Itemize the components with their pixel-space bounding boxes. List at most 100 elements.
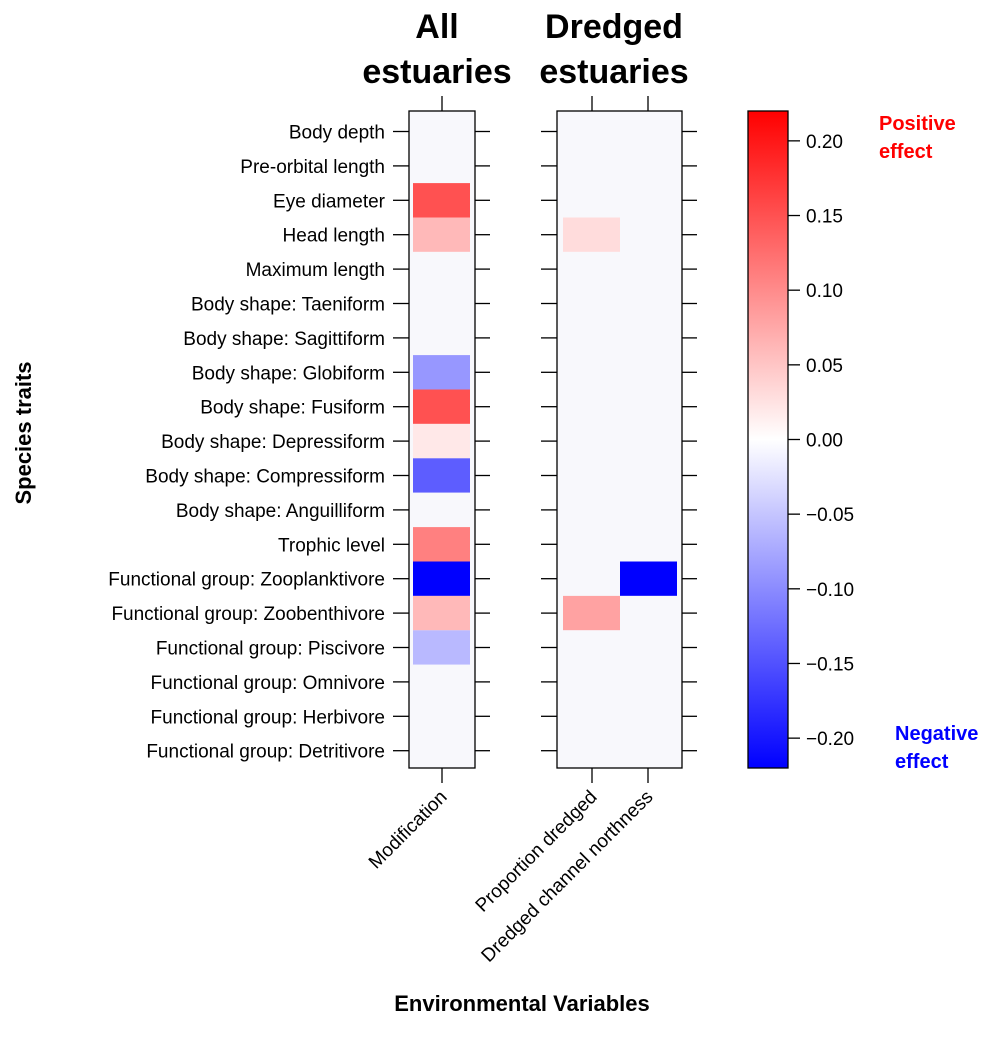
panel2-frame xyxy=(556,110,683,769)
heatmap-cell xyxy=(563,699,620,734)
trait-label: Pre-orbital length xyxy=(240,157,385,178)
panel1-title-line1: All xyxy=(415,8,458,46)
heatmap-cell xyxy=(563,458,620,493)
trait-label: Body shape: Depressiform xyxy=(161,432,385,453)
heatmap-cell xyxy=(563,492,620,528)
trait-label: Body shape: Taeniform xyxy=(191,295,385,316)
heatmap-cell xyxy=(620,595,677,631)
colorbar-tick-label: −0.05 xyxy=(806,505,854,526)
heatmap-cell xyxy=(413,286,470,321)
heatmap-cell xyxy=(563,664,620,700)
heatmap-cell xyxy=(563,527,620,562)
y-axis-title: Species traits xyxy=(11,361,36,504)
heatmap-cell xyxy=(620,458,677,493)
heatmap-cell xyxy=(413,595,470,631)
heatmap-cell xyxy=(563,630,620,665)
panel2-cells xyxy=(557,111,682,768)
heatmap-cell xyxy=(563,148,620,184)
heatmap-cell xyxy=(563,217,620,252)
heatmap-cell xyxy=(563,595,620,631)
heatmap-cell xyxy=(413,630,470,665)
trait-label: Body shape: Anguilliform xyxy=(176,501,385,522)
heatmap-cell xyxy=(563,320,620,356)
panel1-cells xyxy=(409,111,475,768)
trait-labels: Body depth Pre-orbital length Eye diameter… xyxy=(108,123,385,763)
heatmap-cell xyxy=(563,355,620,390)
heatmap-cell xyxy=(563,251,620,287)
heatmap-cell xyxy=(413,699,470,734)
trait-label: Functional group: Zooplanktivore xyxy=(108,570,385,591)
heatmap-cell xyxy=(413,217,470,252)
heatmap-cell xyxy=(413,148,470,184)
axis-ticks xyxy=(393,96,697,783)
panel1-title-line2: estuaries xyxy=(362,53,511,91)
colorbar-tick-label: 0.00 xyxy=(806,431,843,452)
heatmap-cell xyxy=(620,217,677,252)
heatmap-cell xyxy=(413,733,470,768)
trait-label: Functional group: Zoobenthivore xyxy=(111,604,385,625)
colorbar-ticks: 0.20 0.15 0.10 0.05 0.00 −0.05 −0.10 −0.15 −0.20 xyxy=(788,132,854,750)
heatmap-cell xyxy=(413,389,470,424)
trait-label: Body depth xyxy=(289,123,385,144)
heatmap-cell xyxy=(413,183,470,218)
heatmap-cell xyxy=(620,527,677,562)
heatmap-cell xyxy=(413,320,470,356)
trait-label: Functional group: Piscivore xyxy=(156,639,385,660)
colorbar-tick-label: 0.15 xyxy=(806,207,843,228)
heatmap-cell xyxy=(413,664,470,700)
heatmap-cell xyxy=(413,561,470,596)
heatmap-cell xyxy=(620,630,677,665)
trait-label: Body shape: Sagittiform xyxy=(183,329,385,350)
heatmap-cell xyxy=(563,286,620,321)
heatmap-cell xyxy=(620,423,677,459)
heatmap-cell xyxy=(563,561,620,596)
heatmap-cell xyxy=(413,251,470,287)
heatmap-cell xyxy=(413,114,470,149)
colorbar-tick-label: −0.20 xyxy=(806,729,854,750)
x-axis-title: Environmental Variables xyxy=(394,991,650,1016)
heatmap-cell xyxy=(620,320,677,356)
trait-label: Body shape: Compressiform xyxy=(145,467,385,488)
trait-label: Functional group: Omnivore xyxy=(151,673,385,694)
heatmap-cell xyxy=(620,148,677,184)
positive-effect-line1: Positive xyxy=(879,113,956,135)
heatmap-cell xyxy=(413,458,470,493)
heatmap-cell xyxy=(620,286,677,321)
heatmap-cell xyxy=(413,527,470,562)
heatmap-cell xyxy=(413,423,470,459)
variable-label: Modification xyxy=(365,787,452,874)
colorbar xyxy=(747,110,789,769)
heatmap-cell xyxy=(413,355,470,390)
heatmap-cell xyxy=(620,389,677,424)
positive-effect-line2: effect xyxy=(879,141,933,163)
heatmap-cell xyxy=(620,492,677,528)
heatmap-cell xyxy=(563,114,620,149)
heatmap-cell xyxy=(563,389,620,424)
heatmap-cell xyxy=(620,699,677,734)
trait-label: Head length xyxy=(283,226,385,247)
heatmap-cell xyxy=(620,114,677,149)
heatmap-cell xyxy=(413,492,470,528)
heatmap-cell xyxy=(563,423,620,459)
trait-label: Functional group: Detritivore xyxy=(146,742,385,763)
trait-label: Functional group: Herbivore xyxy=(151,707,385,728)
heatmap-cell xyxy=(620,183,677,218)
trait-label: Trophic level xyxy=(278,535,385,556)
colorbar-tick-label: −0.15 xyxy=(806,654,854,675)
negative-effect-line2: effect xyxy=(895,751,949,773)
heatmap-cell xyxy=(620,251,677,287)
heatmap-cell xyxy=(620,355,677,390)
heatmap-cell xyxy=(563,183,620,218)
colorbar-tick-label: 0.10 xyxy=(806,281,843,302)
negative-effect-line1: Negative xyxy=(895,723,978,745)
heatmap-cell xyxy=(620,733,677,768)
heatmap-cell xyxy=(620,561,677,596)
colorbar-tick-label: 0.05 xyxy=(806,356,843,377)
trait-label: Body shape: Globiform xyxy=(192,363,385,384)
panel2-title-line2: estuaries xyxy=(539,53,688,91)
trait-label: Maximum length xyxy=(246,260,385,281)
panel2-title-line1: Dredged xyxy=(545,8,683,46)
trait-label: Eye diameter xyxy=(273,191,386,212)
